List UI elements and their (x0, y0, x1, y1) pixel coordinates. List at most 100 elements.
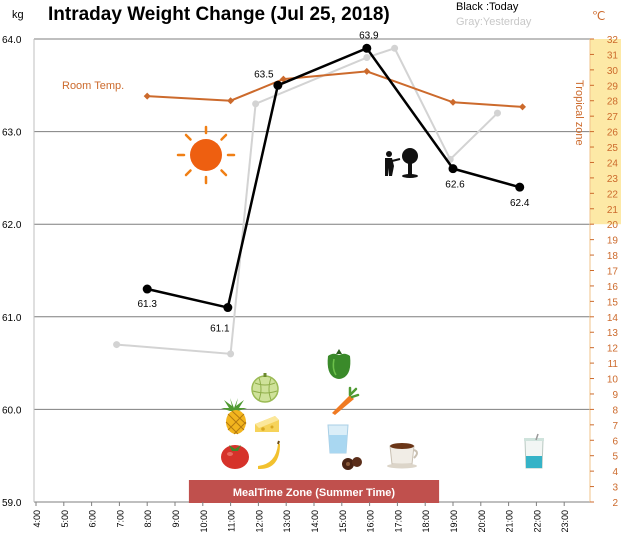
pepper-icon (327, 349, 351, 379)
y-unit-label: kg (12, 9, 24, 21)
y2-tick-label: 28 (607, 97, 619, 108)
x-tick-label: 13:00 (282, 510, 292, 533)
y2-tick-label: 26 (607, 128, 619, 139)
y-tick-label: 61.0 (2, 313, 22, 324)
y-tick-label: 63.0 (2, 128, 22, 139)
x-tick-label: 6:00 (88, 510, 98, 528)
tropical-zone-label: Tropical zone (573, 80, 585, 146)
x-tick-label: 15:00 (338, 510, 348, 533)
today-data-label: 61.1 (210, 324, 230, 335)
yogurt-drink-icon (524, 433, 544, 469)
room-temp-point (279, 75, 287, 83)
x-tick-label: 8:00 (143, 510, 153, 528)
y2-tick-label: 10 (607, 375, 619, 386)
y2-tick-label: 2 (612, 498, 618, 509)
melon-icon (251, 373, 279, 403)
coffee-icon (387, 443, 418, 469)
meal-zone-label: MealTime Zone (Summer Time) (233, 487, 396, 499)
y2-tick-label: 8 (612, 405, 618, 416)
y2-tick-label: 9 (612, 390, 618, 401)
today-data-label: 62.4 (510, 198, 530, 209)
tropical-zone-band (590, 39, 621, 225)
room-temp-point (363, 67, 371, 75)
x-tick-label: 22:00 (532, 510, 542, 533)
cheese-icon (255, 416, 279, 432)
x-axis-ticks: 4:00 5:00 6:00 7:00 8:00 9:00 10:00 11:00 12:00 1… (32, 502, 570, 533)
x-tick-label: 11:00 (227, 510, 237, 532)
x-tick-label: 16:00 (366, 510, 376, 533)
today-point (448, 164, 458, 174)
tomato-icon (221, 445, 249, 469)
y2-tick-label: 22 (607, 189, 619, 200)
y2-tick-label: 27 (607, 112, 619, 123)
today-series: 61.3 61.1 63.5 63.9 62.6 62.4 (137, 30, 529, 334)
y2-tick-label: 25 (607, 143, 619, 154)
yesterday-point (227, 350, 235, 358)
room-temp-line (147, 70, 523, 108)
today-data-label: 63.9 (359, 30, 379, 41)
room-temp-point (227, 97, 235, 105)
y2-unit-label: ℃ (592, 9, 605, 23)
yesterday-series (113, 44, 501, 358)
x-tick-label: 9:00 (171, 510, 181, 528)
today-point (142, 284, 152, 294)
yesterday-point (252, 100, 260, 108)
y2-tick-label: 23 (607, 174, 619, 185)
y-axis-ticks: 59.0 60.0 61.0 62.0 63.0 64.0 (2, 35, 22, 509)
x-tick-label: 20:00 (477, 510, 487, 533)
y-tick-label: 62.0 (2, 220, 22, 231)
y2-tick-label: 7 (612, 421, 618, 432)
today-data-label: 62.6 (445, 180, 465, 191)
x-tick-label: 12:00 (254, 510, 264, 533)
x-tick-label: 4:00 (32, 510, 42, 528)
room-temp-series (143, 67, 526, 111)
chocolate-icon (342, 457, 362, 470)
carrot-icon (332, 386, 360, 415)
x-tick-label: 23:00 (560, 510, 570, 533)
meal-zone-band (188, 480, 440, 503)
y2-tick-label: 5 (612, 452, 618, 463)
x-tick-label: 19:00 (449, 510, 459, 533)
x-tick-label: 17:00 (393, 510, 403, 533)
y2-tick-label: 12 (607, 344, 619, 355)
today-data-label: 63.5 (254, 69, 274, 80)
y-tick-label: 60.0 (2, 405, 22, 416)
chart-gridlines (34, 38, 590, 503)
chart-title: Intraday Weight Change (Jul 25, 2018) (48, 4, 390, 25)
x-tick-label: 21:00 (505, 510, 515, 533)
room-temp-point (143, 92, 151, 100)
legend-yesterday: Gray:Yesterday (456, 16, 532, 28)
room-temp-point (449, 98, 457, 106)
pineapple-icon (221, 398, 247, 435)
today-point (515, 182, 525, 192)
y2-tick-label: 11 (608, 359, 619, 370)
glass-of-water-icon (327, 424, 349, 454)
yesterday-point (113, 341, 121, 349)
y-tick-label: 59.0 (2, 498, 22, 509)
sun-icon (176, 125, 236, 185)
x-tick-label: 18:00 (421, 510, 431, 533)
y2-tick-label: 31 (607, 50, 619, 61)
y2-tick-label: 30 (607, 66, 619, 77)
x-tick-label: 14:00 (310, 510, 320, 533)
banana-icon (258, 440, 280, 470)
today-line (146, 46, 521, 310)
x-tick-label: 10:00 (199, 510, 209, 533)
y2-tick-label: 14 (607, 313, 619, 324)
y2-tick-label: 3 (612, 483, 618, 494)
y2-tick-label: 15 (607, 297, 619, 308)
y2-tick-label: 6 (612, 436, 618, 447)
today-point (273, 80, 283, 90)
today-data-label: 61.3 (137, 299, 157, 310)
y2-tick-label: 18 (607, 251, 619, 262)
y2-tick-label: 16 (607, 282, 619, 293)
y2-tick-label: 13 (607, 328, 619, 339)
x-tick-label: 7:00 (115, 510, 125, 528)
gardener-icon (385, 148, 418, 178)
yesterday-line (116, 47, 499, 355)
yesterday-point (391, 44, 399, 52)
y2-tick-label: 21 (607, 205, 619, 216)
today-point (223, 303, 233, 313)
y-tick-label: 64.0 (2, 35, 22, 46)
